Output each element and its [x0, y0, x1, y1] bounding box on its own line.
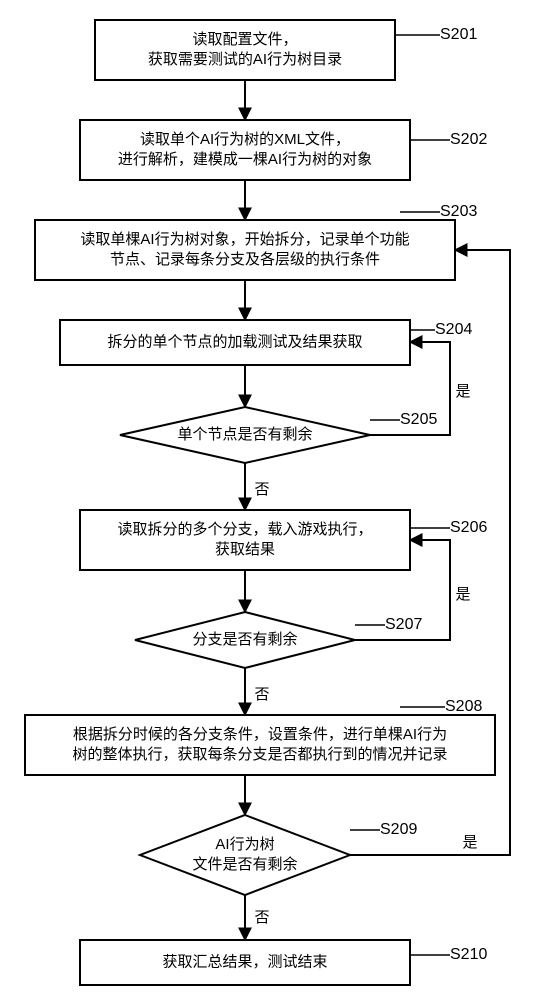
step-label-s203: S203 — [440, 203, 477, 220]
svg-text:是: 是 — [455, 383, 470, 400]
svg-text:读取单个AI行为树的XML文件，: 读取单个AI行为树的XML文件， — [140, 131, 350, 148]
step-label-s207: S207 — [385, 616, 422, 633]
svg-text:是: 是 — [455, 586, 470, 603]
node-s203: 读取单棵AI行为树对象，开始拆分，记录单个功能节点、记录每条分支及各层级的执行条… — [35, 220, 455, 280]
step-label-s201: S201 — [440, 26, 477, 43]
svg-text:进行解析，建模成一棵AI行为树的对象: 进行解析，建模成一棵AI行为树的对象 — [118, 151, 372, 168]
node-s204: 拆分的单个节点的加载测试及结果获取 — [60, 320, 410, 365]
node-s201: 读取配置文件， 获取需要测试的AI行为树目录 — [95, 20, 395, 80]
svg-text:AI行为树: AI行为树 — [215, 836, 274, 853]
step-label-s204: S204 — [435, 321, 472, 338]
svg-text:树的整体执行，获取每条分支是否都执行到的情况并记录: 树的整体执行，获取每条分支是否都执行到的情况并记录 — [72, 746, 447, 763]
svg-text:文件是否有剩余: 文件是否有剩余 — [192, 855, 297, 873]
svg-text:获取结果: 获取结果 — [215, 541, 275, 558]
svg-text:否: 否 — [254, 909, 269, 926]
node-s202: 读取单个AI行为树的XML文件， 进行解析，建模成一棵AI行为树的对象 — [80, 120, 410, 180]
node-s209: AI行为树文件是否有剩余 — [140, 815, 350, 895]
svg-text:分支是否有剩余: 分支是否有剩余 — [192, 630, 297, 648]
svg-text:节点、记录每条分支及各层级的执行条件: 节点、记录每条分支及各层级的执行条件 — [110, 251, 380, 268]
node-s206: 读取拆分的多个分支，载入游戏执行， 获取结果 — [80, 510, 410, 570]
svg-text:获取需要测试的AI行为树目录: 获取需要测试的AI行为树目录 — [148, 51, 342, 68]
svg-text:读取拆分的多个分支，载入游戏执行，: 读取拆分的多个分支，载入游戏执行， — [117, 521, 372, 538]
svg-text:否: 否 — [254, 481, 269, 498]
svg-text:单个节点是否有剩余: 单个节点是否有剩余 — [177, 425, 312, 443]
node-s207: 分支是否有剩余 — [135, 612, 355, 668]
node-s210: 获取汇总结果，测试结束 — [80, 940, 410, 985]
step-label-s208: S208 — [445, 698, 482, 715]
svg-text:获取汇总结果，测试结束: 获取汇总结果，测试结束 — [162, 953, 327, 970]
svg-text:是: 是 — [462, 834, 477, 851]
step-label-s206: S206 — [450, 519, 487, 536]
step-label-s210: S210 — [450, 946, 487, 963]
svg-text:读取单棵AI行为树对象，开始拆分，记录单个功能: 读取单棵AI行为树对象，开始拆分，记录单个功能 — [80, 231, 409, 248]
svg-text:读取配置文件，: 读取配置文件， — [192, 31, 297, 48]
step-label-s205: S205 — [400, 411, 437, 428]
node-s208: 根据拆分时候的各分支条件，设置条件，进行单棵AI行为树的整体执行，获取每条分支是… — [25, 715, 495, 775]
svg-text:拆分的单个节点的加载测试及结果获取: 拆分的单个节点的加载测试及结果获取 — [107, 333, 362, 350]
svg-text:否: 否 — [254, 686, 269, 703]
node-s205: 单个节点是否有剩余 — [120, 407, 370, 463]
step-label-s202: S202 — [450, 131, 487, 148]
svg-text:根据拆分时候的各分支条件，设置条件，进行单棵AI行为: 根据拆分时候的各分支条件，设置条件，进行单棵AI行为 — [73, 726, 447, 743]
step-label-s209: S209 — [380, 821, 417, 838]
